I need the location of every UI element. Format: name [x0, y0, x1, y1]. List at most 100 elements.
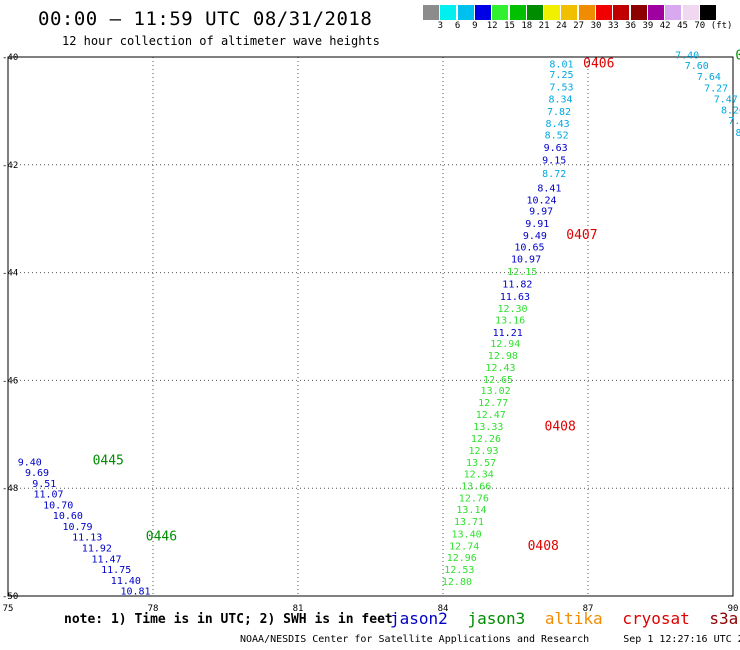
wave-height-label: 10.60 [53, 511, 83, 522]
wave-height-label: 12.98 [488, 351, 518, 362]
wave-height-label: 8.34 [548, 95, 572, 106]
y-tick-label: -42 [2, 161, 18, 171]
x-tick-label: 84 [438, 604, 449, 614]
color-scale-label: 18 [521, 21, 533, 31]
x-tick-label: 87 [583, 604, 594, 614]
chart-note: note: 1) Time is in UTC; 2) SWH is in fe… [64, 612, 393, 627]
color-swatch [544, 5, 561, 20]
pass-time-label: 0407 [566, 228, 597, 243]
wave-height-label: 8.01 [549, 59, 573, 70]
wave-height-label: 7.82 [547, 107, 571, 118]
wave-height-label: 12.94 [490, 339, 520, 350]
footer-credit: NOAA/NESDIS Center for Satellite Applica… [240, 634, 590, 645]
pass-time-label: 0408 [528, 539, 559, 554]
wave-height-label: 7.25 [549, 70, 573, 81]
color-swatch [613, 5, 630, 20]
wave-height-label: 7.40 [675, 50, 699, 61]
y-tick-label: -48 [2, 484, 18, 494]
wave-height-label: 11.13 [72, 533, 102, 544]
wave-height-label: 8.41 [537, 183, 561, 194]
pass-time-label: 0446 [146, 530, 177, 545]
wave-height-label: 7.27 [704, 84, 728, 95]
color-swatch [596, 5, 612, 20]
wave-height-label: 13.40 [452, 529, 482, 540]
color-swatch [492, 5, 509, 20]
color-swatch [440, 5, 457, 20]
footer-timestamp: Sep 1 12:27:16 UTC 2018 [623, 634, 740, 645]
wave-height-label: 12.76 [459, 493, 489, 504]
wave-height-label: 12.15 [507, 267, 537, 278]
x-tick-label: 81 [293, 604, 304, 614]
x-tick-label: 75 [3, 604, 14, 614]
wave-height-label: 11.63 [500, 292, 530, 303]
wave-height-label: 13.57 [466, 458, 496, 469]
wave-height-label: 10.24 [526, 195, 556, 206]
color-scale-label: 24 [555, 21, 567, 31]
wave-height-label: 13.66 [461, 482, 491, 493]
wave-height-label: 10.81 [120, 587, 150, 598]
wave-height-label: 12.96 [447, 553, 477, 564]
page-title: 00:00 – 11:59 UTC 08/31/2018 [38, 8, 373, 30]
color-swatch [630, 5, 647, 20]
wave-height-label: 10.79 [62, 522, 92, 533]
wave-height-label: 9.15 [542, 155, 566, 166]
wave-height-label: 8.18 [735, 128, 740, 139]
x-tick-label: 90 [728, 604, 739, 614]
color-scale-label: 42 [659, 21, 671, 31]
plot-frame [7, 56, 734, 597]
wave-height-label: 11.21 [493, 328, 523, 339]
wave-height-label: 12.77 [478, 398, 508, 409]
color-swatch [682, 5, 699, 20]
pass-time-label: 0406 [583, 56, 614, 71]
page-subtitle: 12 hour collection of altimeter wave hei… [62, 34, 380, 48]
legend-cryosat: cryosat [622, 609, 690, 628]
color-swatch [457, 5, 474, 20]
color-scale-label: 21 [538, 21, 550, 31]
color-scale-label: 33 [607, 21, 619, 31]
x-tick-label: 78 [148, 604, 159, 614]
wave-height-label: 13.33 [473, 422, 503, 433]
color-swatch [699, 5, 716, 20]
wave-height-label: 12.53 [444, 565, 474, 576]
color-swatch [578, 5, 595, 20]
wave-height-label: 9.69 [25, 468, 49, 479]
color-scale-label: 39 [642, 21, 654, 31]
color-swatch [665, 5, 682, 20]
wave-height-label: 9.97 [529, 207, 553, 218]
wave-height-label: 9.63 [544, 143, 568, 154]
color-scale-label: 30 [590, 21, 602, 31]
wave-height-label: 9.91 [525, 219, 549, 230]
wave-height-label: 11.47 [91, 554, 121, 565]
color-scale-label: 12 [486, 21, 498, 31]
footer: NOAA/NESDIS Center for Satellite Applica… [240, 634, 740, 645]
wave-height-label: 13.16 [495, 315, 525, 326]
wave-height-label: 11.75 [101, 565, 131, 576]
wave-height-label: 12.30 [497, 304, 527, 315]
y-tick-label: -46 [2, 376, 18, 386]
wave-height-label: 13.02 [481, 386, 511, 397]
wave-height-label: 12.26 [471, 434, 501, 445]
y-tick-label: -44 [2, 269, 18, 279]
y-tick-label: -40 [2, 53, 18, 63]
wave-height-label: 11.92 [82, 543, 112, 554]
wave-height-label: 12.65 [483, 375, 513, 386]
wave-height-label: 9.51 [32, 479, 56, 490]
color-scale-label: 3 [437, 21, 443, 31]
color-scale-unit: (ft) [710, 21, 733, 31]
legend-jason3: jason3 [467, 609, 526, 628]
wave-height-label: 11.82 [502, 279, 532, 290]
pass-time-label: 0409 [735, 48, 740, 63]
satellite-legend: jason2 jason3 altika cryosat s3a [390, 609, 740, 628]
wave-height-label: 7.64 [697, 72, 721, 83]
wave-height-label: 7.53 [549, 83, 573, 94]
wave-height-label: 7.47 [714, 95, 738, 106]
wave-height-label: 13.71 [454, 517, 484, 528]
wave-height-label: 11.40 [111, 576, 141, 587]
color-swatch [474, 5, 491, 20]
wave-height-label: 8.72 [542, 169, 566, 180]
wave-height-label: 10.70 [43, 500, 73, 511]
color-swatch [647, 5, 664, 20]
color-scale-label: 45 [677, 21, 688, 31]
wave-height-label: 9.49 [523, 231, 547, 242]
wave-height-label: 9.40 [18, 457, 42, 468]
